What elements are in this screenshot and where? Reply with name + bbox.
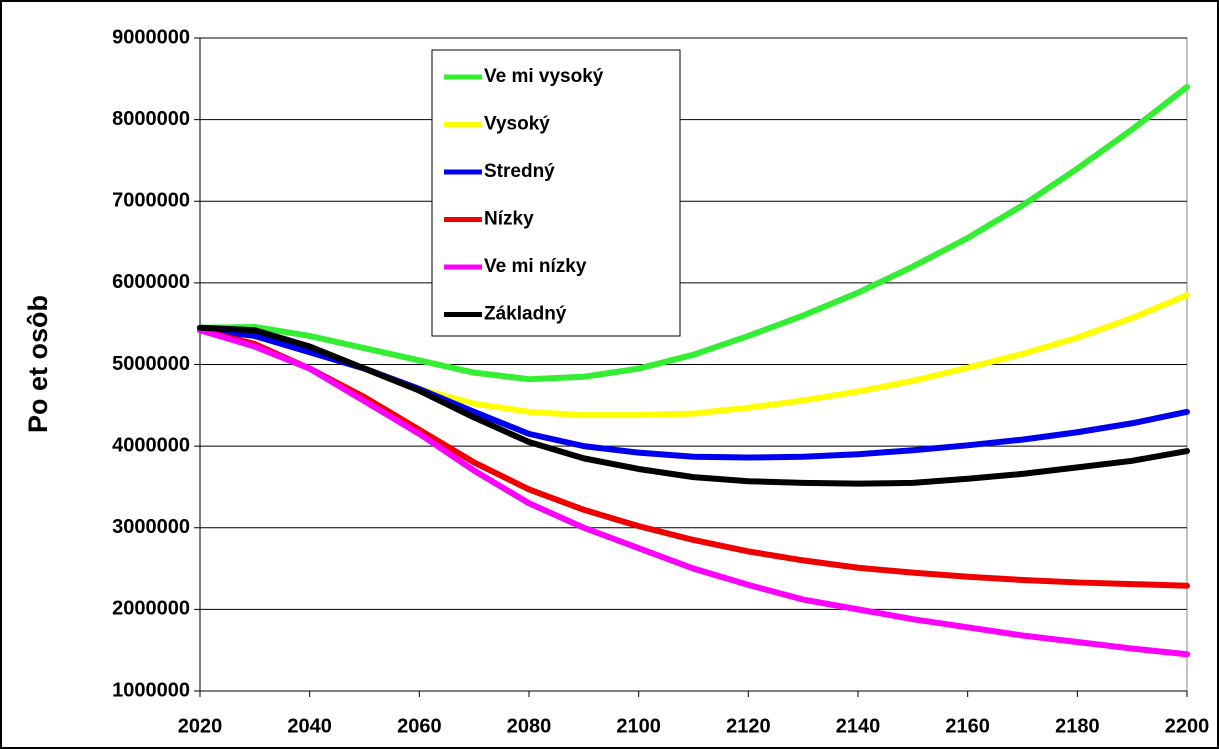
series-line: [197, 327, 1190, 658]
y-tick-label: 7000000: [112, 190, 190, 212]
x-tick-label: 2040: [287, 715, 332, 737]
y-tick-label: 8000000: [112, 108, 190, 130]
x-tick-label: 2200: [1165, 715, 1210, 737]
x-tick-label: 2140: [836, 715, 881, 737]
legend-label: Ve mi nízky: [484, 256, 587, 277]
y-tick-label: 3000000: [112, 516, 190, 538]
x-tick-label: 2060: [397, 715, 442, 737]
y-tick-label: 6000000: [112, 271, 190, 293]
legend-label: Základný: [484, 304, 567, 325]
y-tick-label: 2000000: [112, 598, 190, 620]
series-line: [197, 327, 1190, 589]
x-tick-label: 2020: [178, 715, 223, 737]
legend: [431, 49, 681, 337]
x-tick-label: 2160: [945, 715, 990, 737]
y-axis-label: Po et osôb: [23, 295, 53, 433]
series-line: [197, 324, 1190, 487]
legend-label: Ve mi vysoký: [484, 66, 604, 87]
x-tick-label: 2100: [616, 715, 661, 737]
legend-label: Nízky: [484, 209, 534, 230]
x-tick-label: 2120: [726, 715, 771, 737]
x-tick-label: 2180: [1055, 715, 1100, 737]
y-tick-label: 5000000: [112, 353, 190, 375]
y-tick-label: 4000000: [112, 434, 190, 456]
y-tick-label: 9000000: [112, 26, 190, 48]
legend-label: Stredný: [484, 161, 555, 182]
series-line: [197, 83, 1190, 383]
x-tick-label: 2080: [507, 715, 552, 737]
y-tick-label: 1000000: [112, 679, 190, 701]
legend-label: Vysoký: [484, 114, 550, 135]
